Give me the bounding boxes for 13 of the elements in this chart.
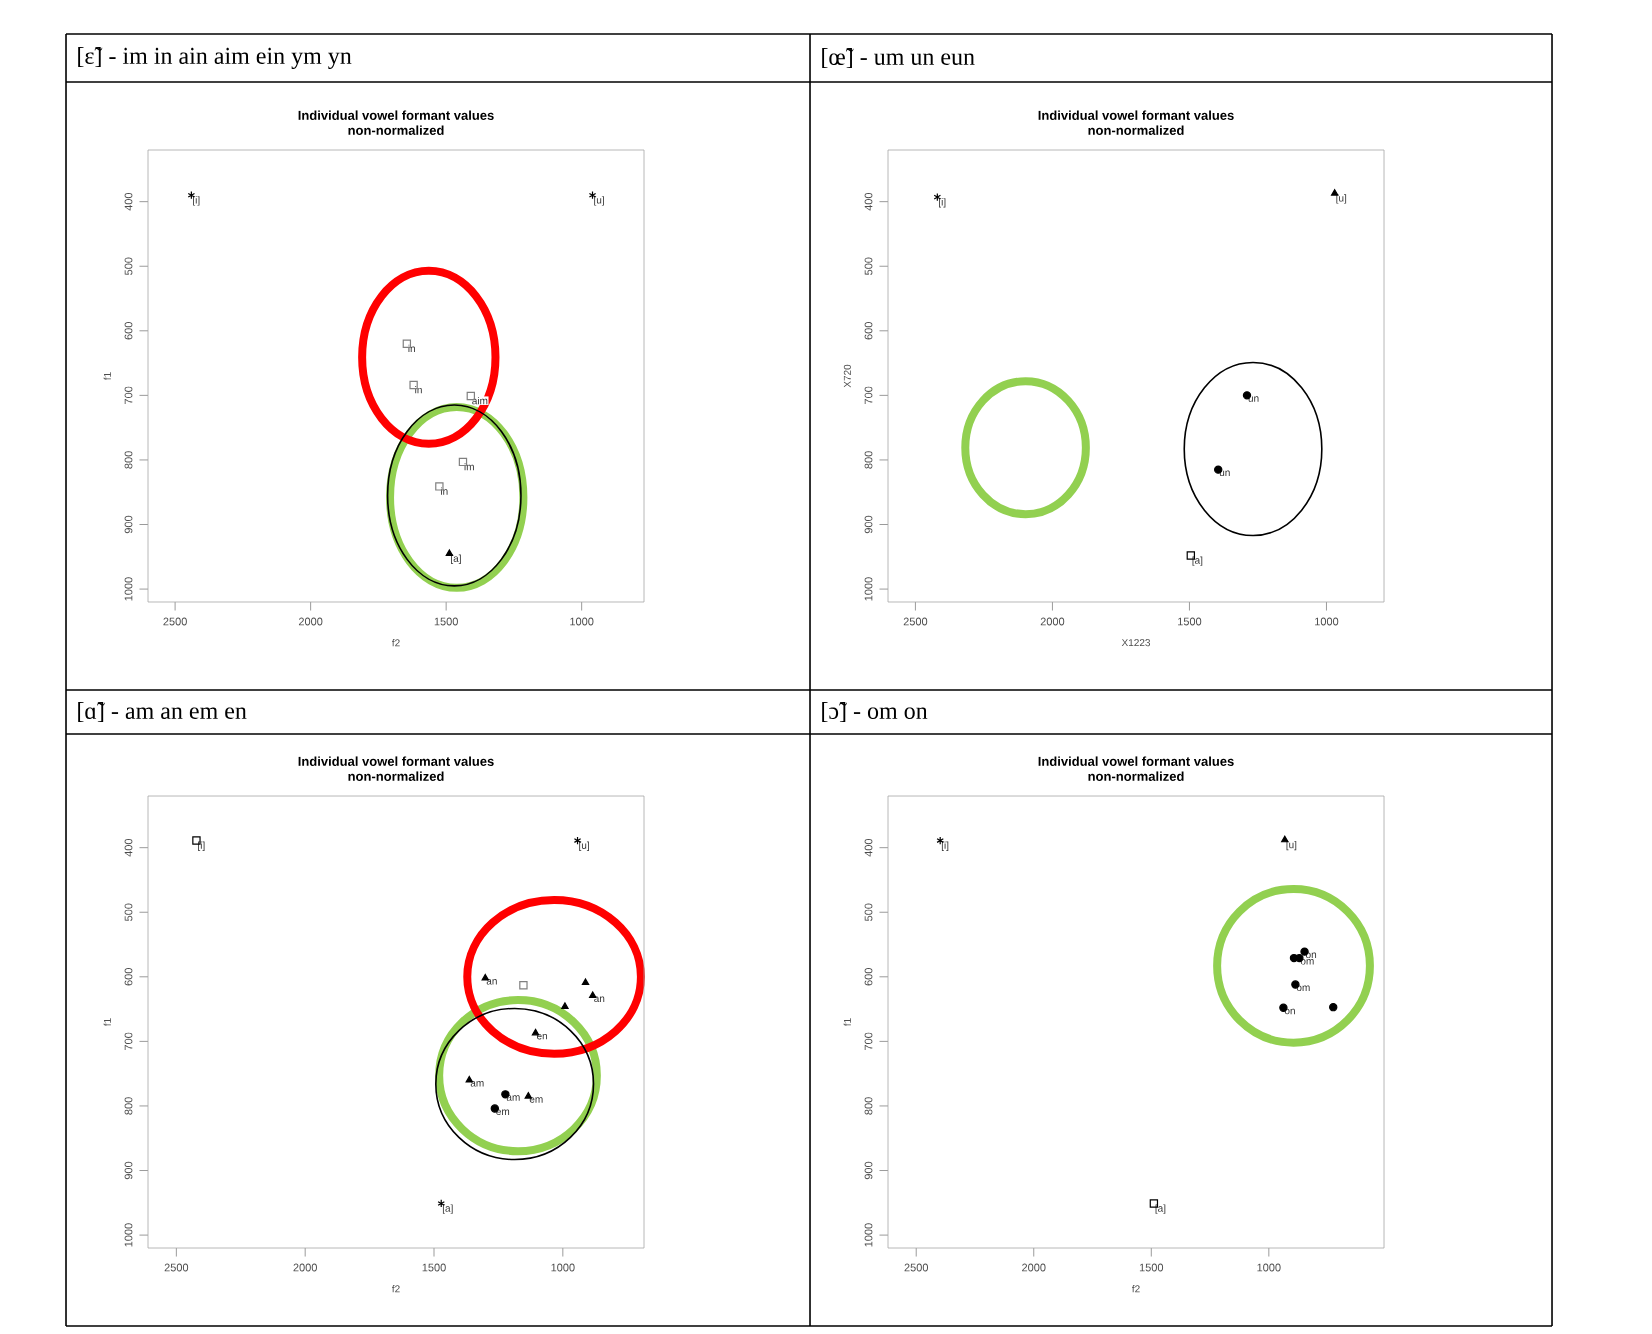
point (531, 1028, 540, 1036)
text: [ɛ̃] - im in ain aim ein ym yn (78, 47, 352, 69)
point (561, 1002, 569, 1009)
point (1329, 1002, 1338, 1012)
text: [ɑ̃] - am an em en (78, 702, 247, 722)
point (1330, 189, 1339, 196)
point (519, 981, 528, 990)
point (1281, 835, 1289, 843)
point (581, 978, 590, 986)
text: [œ̃] - um un eun (822, 48, 975, 68)
point (445, 549, 454, 556)
text: [ɔ̃] - om on (822, 702, 928, 722)
point (481, 973, 489, 981)
